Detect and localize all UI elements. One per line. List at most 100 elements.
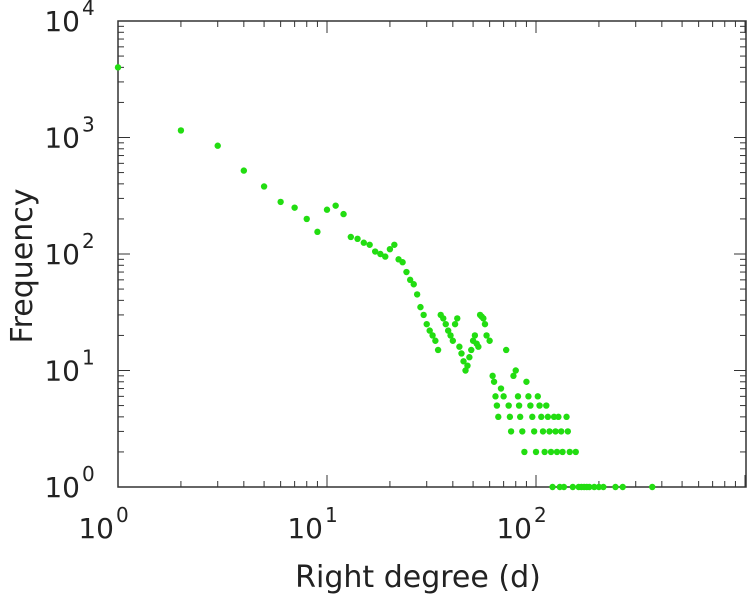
data-point [536,402,543,409]
data-point [525,393,532,400]
data-point [382,253,389,260]
data-point [366,241,373,248]
x-tick-exponent: 0 [116,503,129,527]
data-point [417,303,424,311]
data-point [649,483,656,491]
data-point [260,183,268,190]
data-point [177,127,185,134]
data-point [493,402,501,409]
data-point [406,276,414,284]
data-point [530,428,538,435]
data-point [462,367,469,374]
data-point [486,337,493,344]
x-tick-labels: 10 0 10 1 10 2 [78,503,546,545]
data-point [483,332,490,339]
data-point [340,210,347,218]
data-point [529,413,536,421]
y-tick-label: 10 [44,355,80,388]
data-point [538,413,545,421]
data-point [354,235,361,243]
data-point [516,413,524,421]
data-point [559,448,566,456]
data-point [595,483,603,491]
data-point [434,346,442,354]
data-point [360,239,368,246]
data-point [612,483,619,491]
data-point [456,343,463,350]
data-point [386,245,394,253]
data-point [541,448,548,456]
data-point [464,362,471,369]
y-tick-label: 10 [44,122,80,155]
data-point [423,320,430,328]
data-point [489,372,496,380]
data-points [114,64,656,491]
data-point [619,483,626,491]
y-tick-exponent: 4 [82,0,95,20]
y-tick-exponent: 2 [82,229,95,253]
data-point [114,64,122,71]
data-point [214,142,221,149]
y-tick-label: 10 [44,238,80,271]
data-point [458,350,465,357]
data-point [586,483,593,491]
y-tick-label: 10 [44,471,80,504]
data-point [521,448,528,456]
data-point [471,332,479,339]
data-point [444,327,452,334]
data-point [497,385,505,392]
data-point [454,315,461,322]
data-point [468,346,475,354]
data-point [492,393,499,400]
data-point [391,241,398,248]
data-point [515,402,523,409]
data-point [500,393,507,400]
x-tick-label: 10 [496,512,532,545]
data-point [314,228,321,236]
data-point [449,337,457,344]
data-point [475,343,482,350]
data-point [553,448,561,456]
data-point [512,367,519,374]
y-tick-exponent: 0 [82,462,95,486]
data-point [510,372,517,380]
data-point [514,393,522,400]
y-tick-exponent: 3 [82,113,95,137]
data-point [544,413,552,421]
data-point [332,202,339,209]
data-point [591,483,598,491]
y-axis-label: Frequency [5,189,40,344]
data-point [557,428,565,435]
data-point [505,402,512,409]
data-point [569,483,577,491]
data-point [377,250,384,258]
data-point [347,233,355,241]
data-point [563,413,570,421]
data-point [451,320,459,328]
data-point [495,413,502,421]
data-point [429,332,436,339]
data-point [507,428,515,435]
data-point [432,337,439,344]
data-point [519,428,526,435]
data-point [291,204,298,211]
data-point [527,402,534,409]
minor-ticks [118,21,746,487]
data-point [240,167,248,174]
x-tick-label: 10 [287,512,323,545]
data-point [460,358,467,365]
data-point [506,413,514,421]
data-point [547,448,555,456]
data-point [539,428,547,435]
plot-frame [117,20,747,488]
data-point [566,448,573,456]
y-tick-label: 10 [44,5,80,38]
data-point [564,428,572,435]
data-point [413,291,421,298]
data-point [600,483,607,491]
data-point [447,332,454,339]
data-point [371,248,379,255]
data-point [572,448,579,456]
data-point [277,198,284,206]
